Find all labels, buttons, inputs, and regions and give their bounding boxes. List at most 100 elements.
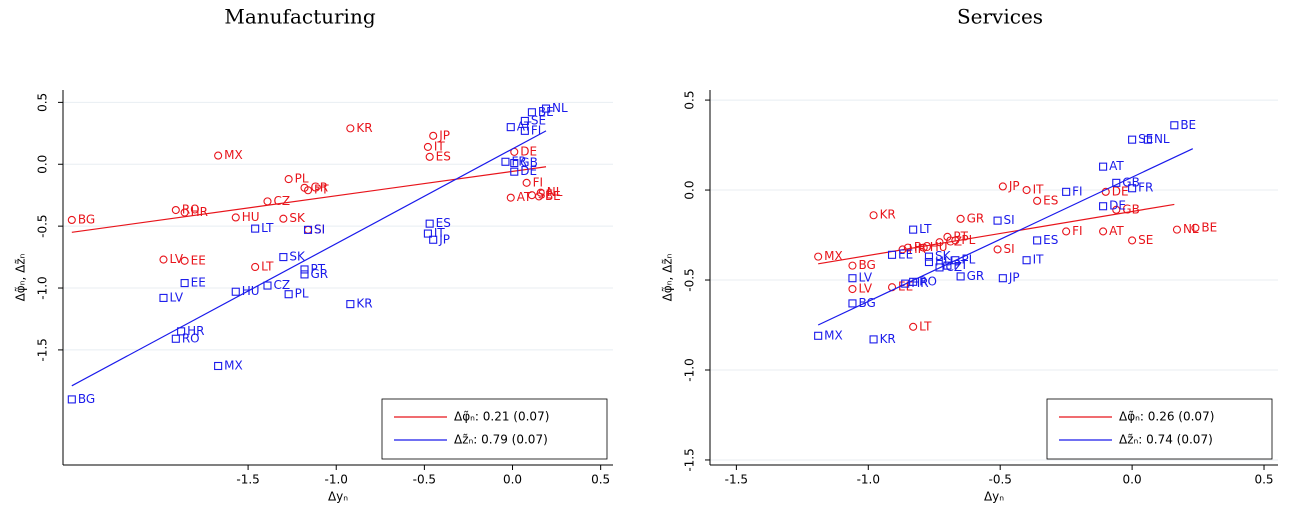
point (998, 274, 1007, 283)
point (1022, 185, 1031, 195)
point (171, 334, 180, 343)
legend-label: Δφ̃ₙ: 0.26 (0.07) (1119, 410, 1214, 424)
point (1172, 225, 1182, 234)
x-tick-label: 0.0 (1123, 473, 1142, 487)
point-label: HR (187, 324, 204, 338)
point (951, 256, 960, 265)
point (814, 252, 823, 261)
x-axis-label: Δyₙ (328, 490, 348, 504)
point-label: SK (935, 249, 952, 263)
point (300, 270, 309, 279)
y-tick-label: 0.5 (36, 93, 50, 112)
point (180, 256, 189, 265)
y-axis-label: Δφ̃ₙ, Δz̃ₙ (14, 253, 28, 301)
point-label: FI (1072, 184, 1082, 198)
point (869, 335, 878, 344)
point-label: PT (311, 262, 326, 276)
y-tick-label: -0.5 (36, 214, 50, 237)
point-label: NL (1183, 222, 1199, 236)
point-label: RO (182, 331, 200, 345)
point-label: GR (967, 269, 985, 283)
point-label: SE (531, 113, 546, 127)
point-label: KR (356, 121, 372, 135)
point-label: BG (78, 392, 95, 406)
point-label: HU (930, 240, 948, 254)
point (214, 151, 223, 160)
point (1128, 184, 1137, 193)
y-tick-label: -1.0 (36, 276, 50, 299)
point-label: ES (1043, 233, 1058, 247)
point (956, 214, 965, 223)
point (536, 188, 545, 197)
point (993, 245, 1002, 254)
point-label: CZ (273, 278, 290, 292)
point-label: DE (1109, 199, 1126, 213)
point (1099, 162, 1108, 171)
point-label: LV (169, 290, 183, 304)
point-label: KR (356, 297, 372, 311)
y-tick-label: -1.0 (683, 358, 697, 381)
y-tick-label: -1.5 (36, 338, 50, 361)
point-label: JP (438, 232, 450, 246)
point-label: PL (961, 233, 975, 247)
point-label: DE (520, 144, 537, 158)
x-tick-label: -1.5 (236, 473, 259, 487)
y-tick-label: 0.5 (683, 91, 697, 110)
point-label: IT (1033, 253, 1045, 267)
point (1143, 135, 1152, 144)
point-label: IT (434, 226, 446, 240)
point-label: HU (242, 210, 260, 224)
point-label: CZ (273, 194, 290, 208)
point (1033, 236, 1042, 245)
point-label: ES (1043, 193, 1058, 207)
point (180, 279, 189, 288)
point-label: NL (1154, 132, 1170, 146)
point-label: DE (1112, 184, 1129, 198)
point (506, 193, 515, 202)
point-label: AT (517, 190, 532, 204)
fit-line (71, 166, 547, 233)
point (520, 126, 529, 135)
point-label: KR (880, 332, 896, 346)
point (1128, 135, 1137, 144)
point (303, 225, 313, 234)
fit-line (71, 130, 547, 387)
point (1099, 227, 1108, 236)
point-label: HR (911, 276, 928, 290)
point-label: JP (438, 128, 450, 142)
y-tick-label: 0.0 (683, 181, 697, 200)
point-label: AT (1109, 224, 1124, 238)
point-label: PL (295, 172, 309, 186)
point-label: IT (1033, 183, 1045, 197)
point (303, 186, 313, 195)
point-label: KR (880, 208, 896, 222)
point-label: PL (295, 287, 309, 301)
point (956, 272, 965, 281)
point-label: LT (919, 222, 932, 236)
point-label: ES (436, 216, 451, 230)
point-label: ES (436, 149, 451, 163)
point (909, 322, 918, 331)
point (919, 243, 928, 252)
point (814, 331, 823, 340)
legend-box (381, 398, 608, 460)
point-label: GR (311, 180, 329, 194)
point-label: HR (909, 242, 926, 256)
point-label: SI (314, 222, 325, 236)
point (848, 299, 857, 308)
point-label: FI (533, 175, 543, 189)
point-label: RO (919, 274, 937, 288)
point (848, 261, 857, 270)
y-tick-label: -1.5 (683, 448, 697, 471)
point-label: SK (289, 211, 306, 225)
point-label: EE (898, 247, 913, 261)
point-label: BE (1201, 220, 1217, 234)
point (510, 167, 519, 176)
point-label: AT (517, 120, 532, 134)
point (501, 157, 510, 166)
x-tick-label: -1.0 (857, 473, 880, 487)
point (159, 255, 168, 264)
point (423, 142, 432, 151)
point (300, 265, 309, 274)
